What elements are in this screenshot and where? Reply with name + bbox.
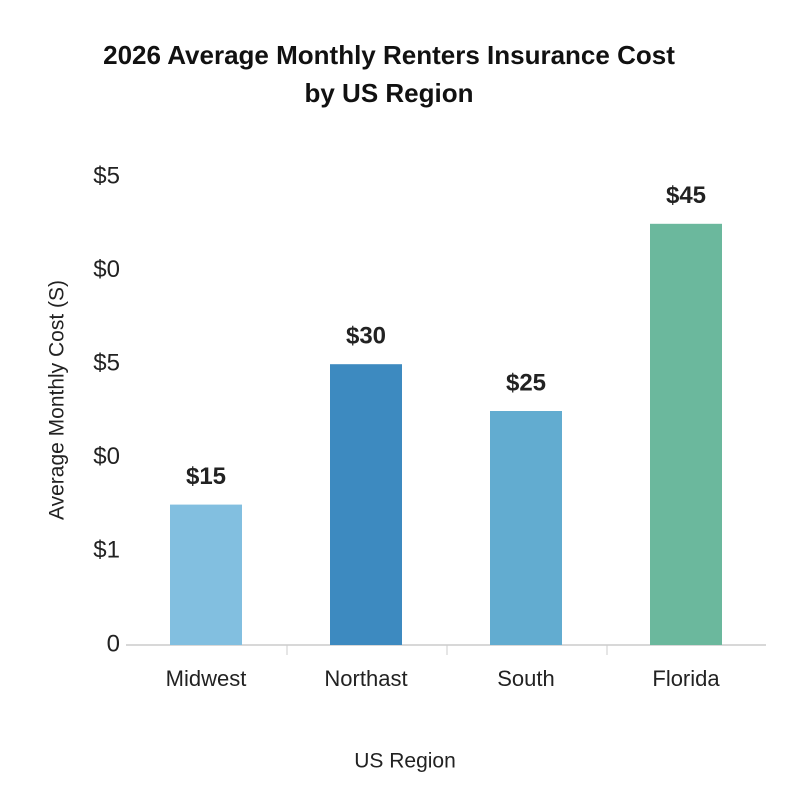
x-tick-label: Florida xyxy=(652,666,720,691)
bar xyxy=(170,504,242,645)
bar xyxy=(490,411,562,645)
y-axis-title: Average Monthly Cost (S) xyxy=(46,280,69,520)
x-tick-label: South xyxy=(497,666,555,691)
x-axis-title: US Region xyxy=(354,750,456,773)
y-tick-label: $0 xyxy=(93,256,120,283)
chart-title: 2026 Average Monthly Renters Insurance C… xyxy=(103,40,675,70)
y-tick-label: $5 xyxy=(93,162,120,189)
value-label: $30 xyxy=(346,323,386,350)
bar xyxy=(650,223,722,646)
y-tick-label: $0 xyxy=(93,443,120,470)
y-tick-label: $1 xyxy=(93,537,120,564)
chart-subtitle: by US Region xyxy=(304,78,473,108)
y-tick-label: $5 xyxy=(93,350,120,377)
x-tick-label: Northast xyxy=(324,666,407,691)
bar xyxy=(330,364,402,645)
value-label: $45 xyxy=(666,182,706,209)
x-tick-label: Midwest xyxy=(166,666,247,691)
value-label: $25 xyxy=(506,369,546,396)
value-label: $15 xyxy=(186,463,226,490)
y-tick-label: 0 xyxy=(107,630,120,657)
